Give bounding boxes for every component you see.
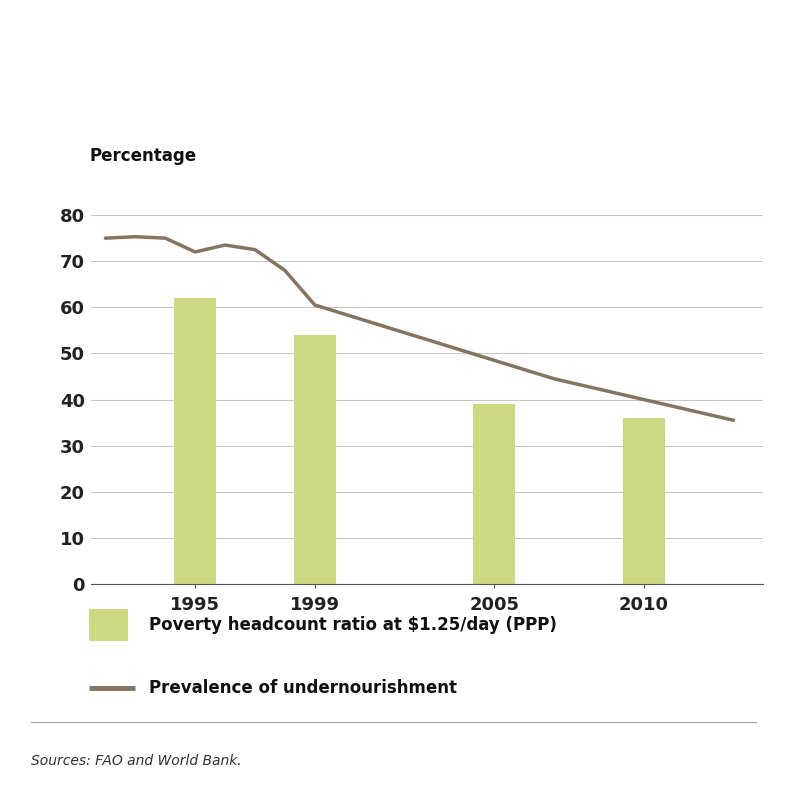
Text: Poverty and prevalence of undernourishment,: Poverty and prevalence of undernourishme… (35, 46, 580, 66)
Text: Poverty headcount ratio at $1.25/day (PPP): Poverty headcount ratio at $1.25/day (PP… (150, 616, 557, 634)
Text: Percentage: Percentage (90, 146, 197, 165)
Text: Sources: FAO and World Bank.: Sources: FAO and World Bank. (31, 754, 242, 768)
Bar (89, 610, 128, 641)
Text: Ethiopia, 1992–2013: Ethiopia, 1992–2013 (35, 103, 274, 123)
Bar (623, 418, 665, 584)
Bar (174, 298, 216, 584)
Text: Prevalence of undernourishment: Prevalence of undernourishment (150, 679, 457, 697)
Bar (294, 335, 336, 584)
Bar (473, 404, 515, 584)
